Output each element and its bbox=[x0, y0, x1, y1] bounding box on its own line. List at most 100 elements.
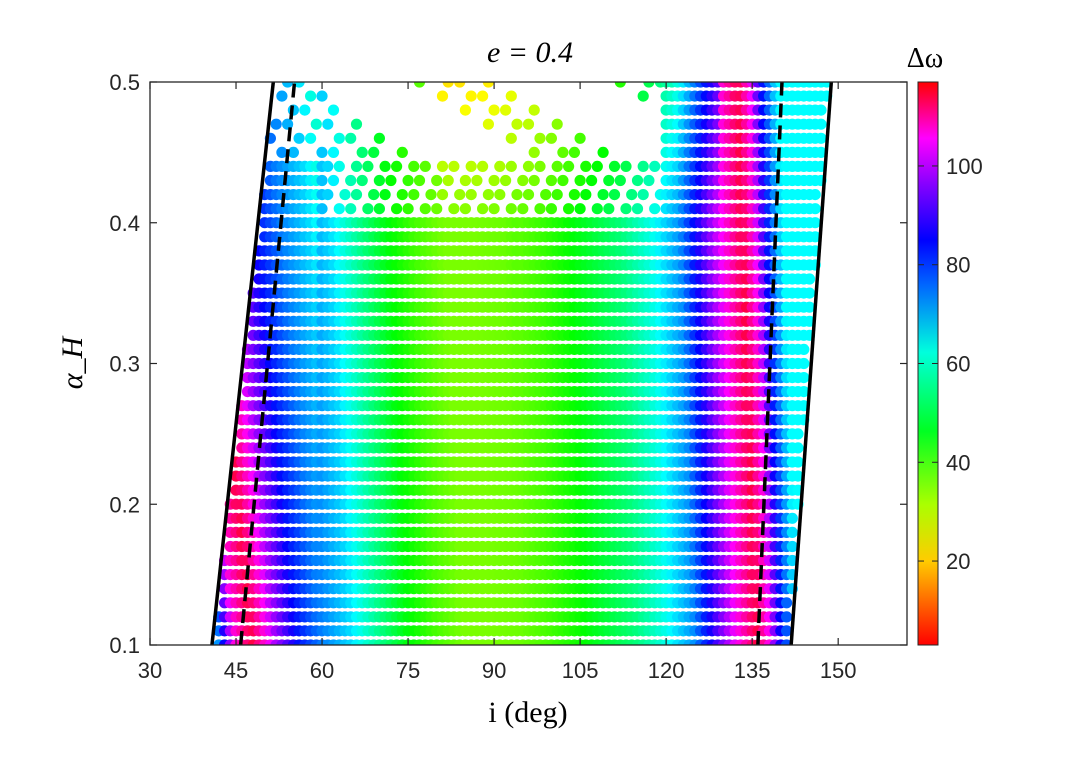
data-point bbox=[494, 189, 506, 201]
data-point bbox=[528, 146, 540, 158]
data-point bbox=[448, 160, 460, 172]
data-point bbox=[574, 203, 586, 215]
data-point bbox=[373, 174, 385, 187]
data-point bbox=[350, 160, 363, 172]
data-point bbox=[391, 203, 403, 215]
data-point bbox=[614, 174, 626, 187]
data-point bbox=[545, 132, 558, 144]
data-point bbox=[316, 174, 328, 187]
x-tick-label: 120 bbox=[648, 658, 685, 683]
data-point bbox=[597, 146, 609, 158]
data-point bbox=[574, 174, 586, 187]
data-point bbox=[786, 540, 798, 553]
data-point bbox=[431, 203, 443, 215]
colorbar-tick-label: 100 bbox=[946, 154, 983, 179]
data-point bbox=[803, 273, 816, 285]
data-point bbox=[815, 104, 827, 116]
data-point bbox=[781, 625, 793, 637]
data-point bbox=[649, 203, 661, 215]
data-point bbox=[505, 203, 517, 215]
colorbar-title: Δω bbox=[907, 43, 943, 74]
data-point bbox=[454, 189, 466, 201]
data-point bbox=[373, 132, 385, 144]
data-point bbox=[345, 174, 357, 187]
data-point bbox=[643, 174, 655, 187]
y-axis-label: α_H bbox=[56, 334, 89, 389]
data-point bbox=[511, 118, 523, 130]
data-point bbox=[528, 174, 540, 187]
data-point bbox=[551, 189, 563, 201]
data-point bbox=[574, 132, 586, 144]
data-point bbox=[528, 104, 540, 116]
data-point bbox=[327, 146, 340, 158]
x-tick-label: 135 bbox=[734, 658, 771, 683]
data-point bbox=[488, 174, 500, 187]
data-point bbox=[534, 203, 546, 215]
data-point bbox=[637, 189, 649, 201]
data-point bbox=[781, 639, 793, 645]
data-point bbox=[368, 189, 380, 201]
chart-title: e = 0.4 bbox=[487, 36, 573, 69]
data-point bbox=[322, 118, 334, 130]
y-tick-label: 0.5 bbox=[109, 70, 140, 95]
data-point bbox=[505, 132, 517, 144]
x-tick-label: 150 bbox=[820, 658, 857, 683]
data-point bbox=[500, 104, 512, 116]
data-point bbox=[557, 174, 569, 187]
data-point bbox=[551, 118, 563, 130]
data-point bbox=[586, 174, 598, 187]
data-point bbox=[425, 189, 437, 201]
x-tick-label: 90 bbox=[482, 658, 506, 683]
data-point bbox=[580, 160, 592, 172]
data-point bbox=[350, 189, 363, 201]
data-point bbox=[809, 203, 821, 215]
colorbar-tick-label: 20 bbox=[946, 549, 970, 574]
y-tick-label: 0.3 bbox=[109, 352, 140, 377]
data-point bbox=[637, 90, 649, 102]
data-point bbox=[431, 174, 443, 187]
data-point bbox=[511, 189, 523, 201]
data-point bbox=[603, 203, 615, 215]
data-point bbox=[591, 203, 603, 215]
data-point bbox=[786, 554, 798, 567]
data-point bbox=[580, 189, 592, 201]
data-point bbox=[408, 189, 420, 201]
data-point bbox=[350, 118, 363, 130]
data-point bbox=[477, 160, 489, 172]
data-point bbox=[517, 203, 529, 215]
data-point bbox=[786, 512, 798, 524]
data-point bbox=[803, 287, 816, 299]
data-point bbox=[333, 160, 345, 172]
data-point bbox=[563, 160, 575, 172]
data-point bbox=[362, 160, 374, 172]
data-point bbox=[322, 189, 334, 201]
data-point bbox=[391, 160, 403, 172]
data-point bbox=[781, 611, 793, 623]
data-point bbox=[305, 90, 317, 102]
data-point bbox=[792, 456, 804, 468]
data-point bbox=[356, 174, 368, 187]
data-point bbox=[305, 132, 317, 144]
data-point bbox=[385, 174, 397, 187]
data-point bbox=[310, 118, 322, 130]
x-tick-label: 60 bbox=[310, 658, 334, 683]
data-point bbox=[568, 189, 581, 201]
data-point bbox=[316, 90, 328, 102]
data-point bbox=[809, 217, 821, 229]
data-point bbox=[631, 203, 644, 215]
data-point bbox=[608, 160, 621, 172]
data-point bbox=[517, 174, 529, 187]
data-point bbox=[522, 189, 535, 201]
data-point bbox=[781, 597, 793, 609]
data-point bbox=[436, 90, 449, 102]
data-point bbox=[333, 132, 345, 144]
data-point bbox=[471, 174, 483, 187]
data-point bbox=[316, 146, 328, 158]
data-point bbox=[465, 189, 477, 201]
data-point bbox=[568, 146, 581, 158]
data-point bbox=[786, 526, 798, 539]
data-point bbox=[379, 189, 391, 201]
data-point bbox=[333, 203, 345, 215]
y-tick-label: 0.2 bbox=[109, 492, 140, 517]
data-point bbox=[500, 174, 512, 187]
